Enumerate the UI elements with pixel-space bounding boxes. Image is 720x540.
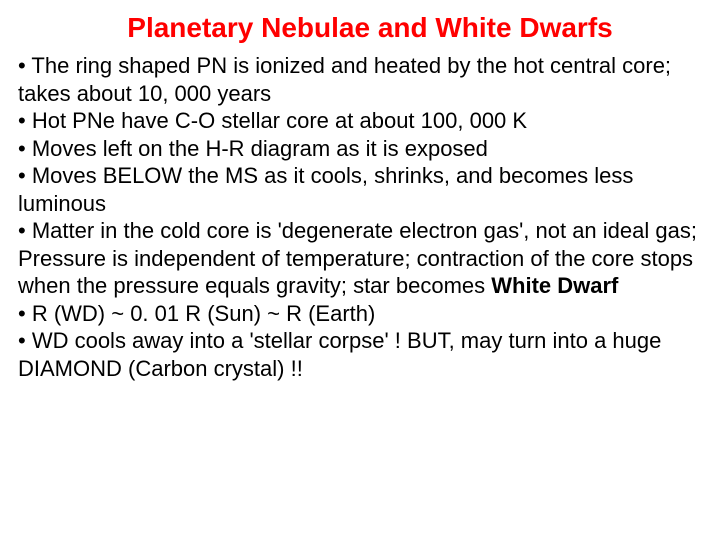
bullet-6-pre: • WD cools away into a 'stellar corpse' … (18, 328, 661, 381)
bullet-3-pre: • Moves BELOW the MS as it cools, shrink… (18, 163, 633, 216)
slide-title: Planetary Nebulae and White Dwarfs (18, 12, 702, 44)
bullet-0-pre: • The ring shaped PN is ionized and heat… (18, 53, 671, 106)
bullet-2-pre: • Moves left on the H-R diagram as it is… (18, 136, 488, 161)
bullet-5-pre: • R (WD) ~ 0. 01 R (Sun) ~ R (Earth) (18, 301, 375, 326)
slide: Planetary Nebulae and White Dwarfs • The… (0, 0, 720, 540)
bullet-4-bold: White Dwarf (491, 273, 618, 298)
bullet-1-pre: • Hot PNe have C-O stellar core at about… (18, 108, 527, 133)
slide-body: • The ring shaped PN is ionized and heat… (18, 52, 702, 382)
